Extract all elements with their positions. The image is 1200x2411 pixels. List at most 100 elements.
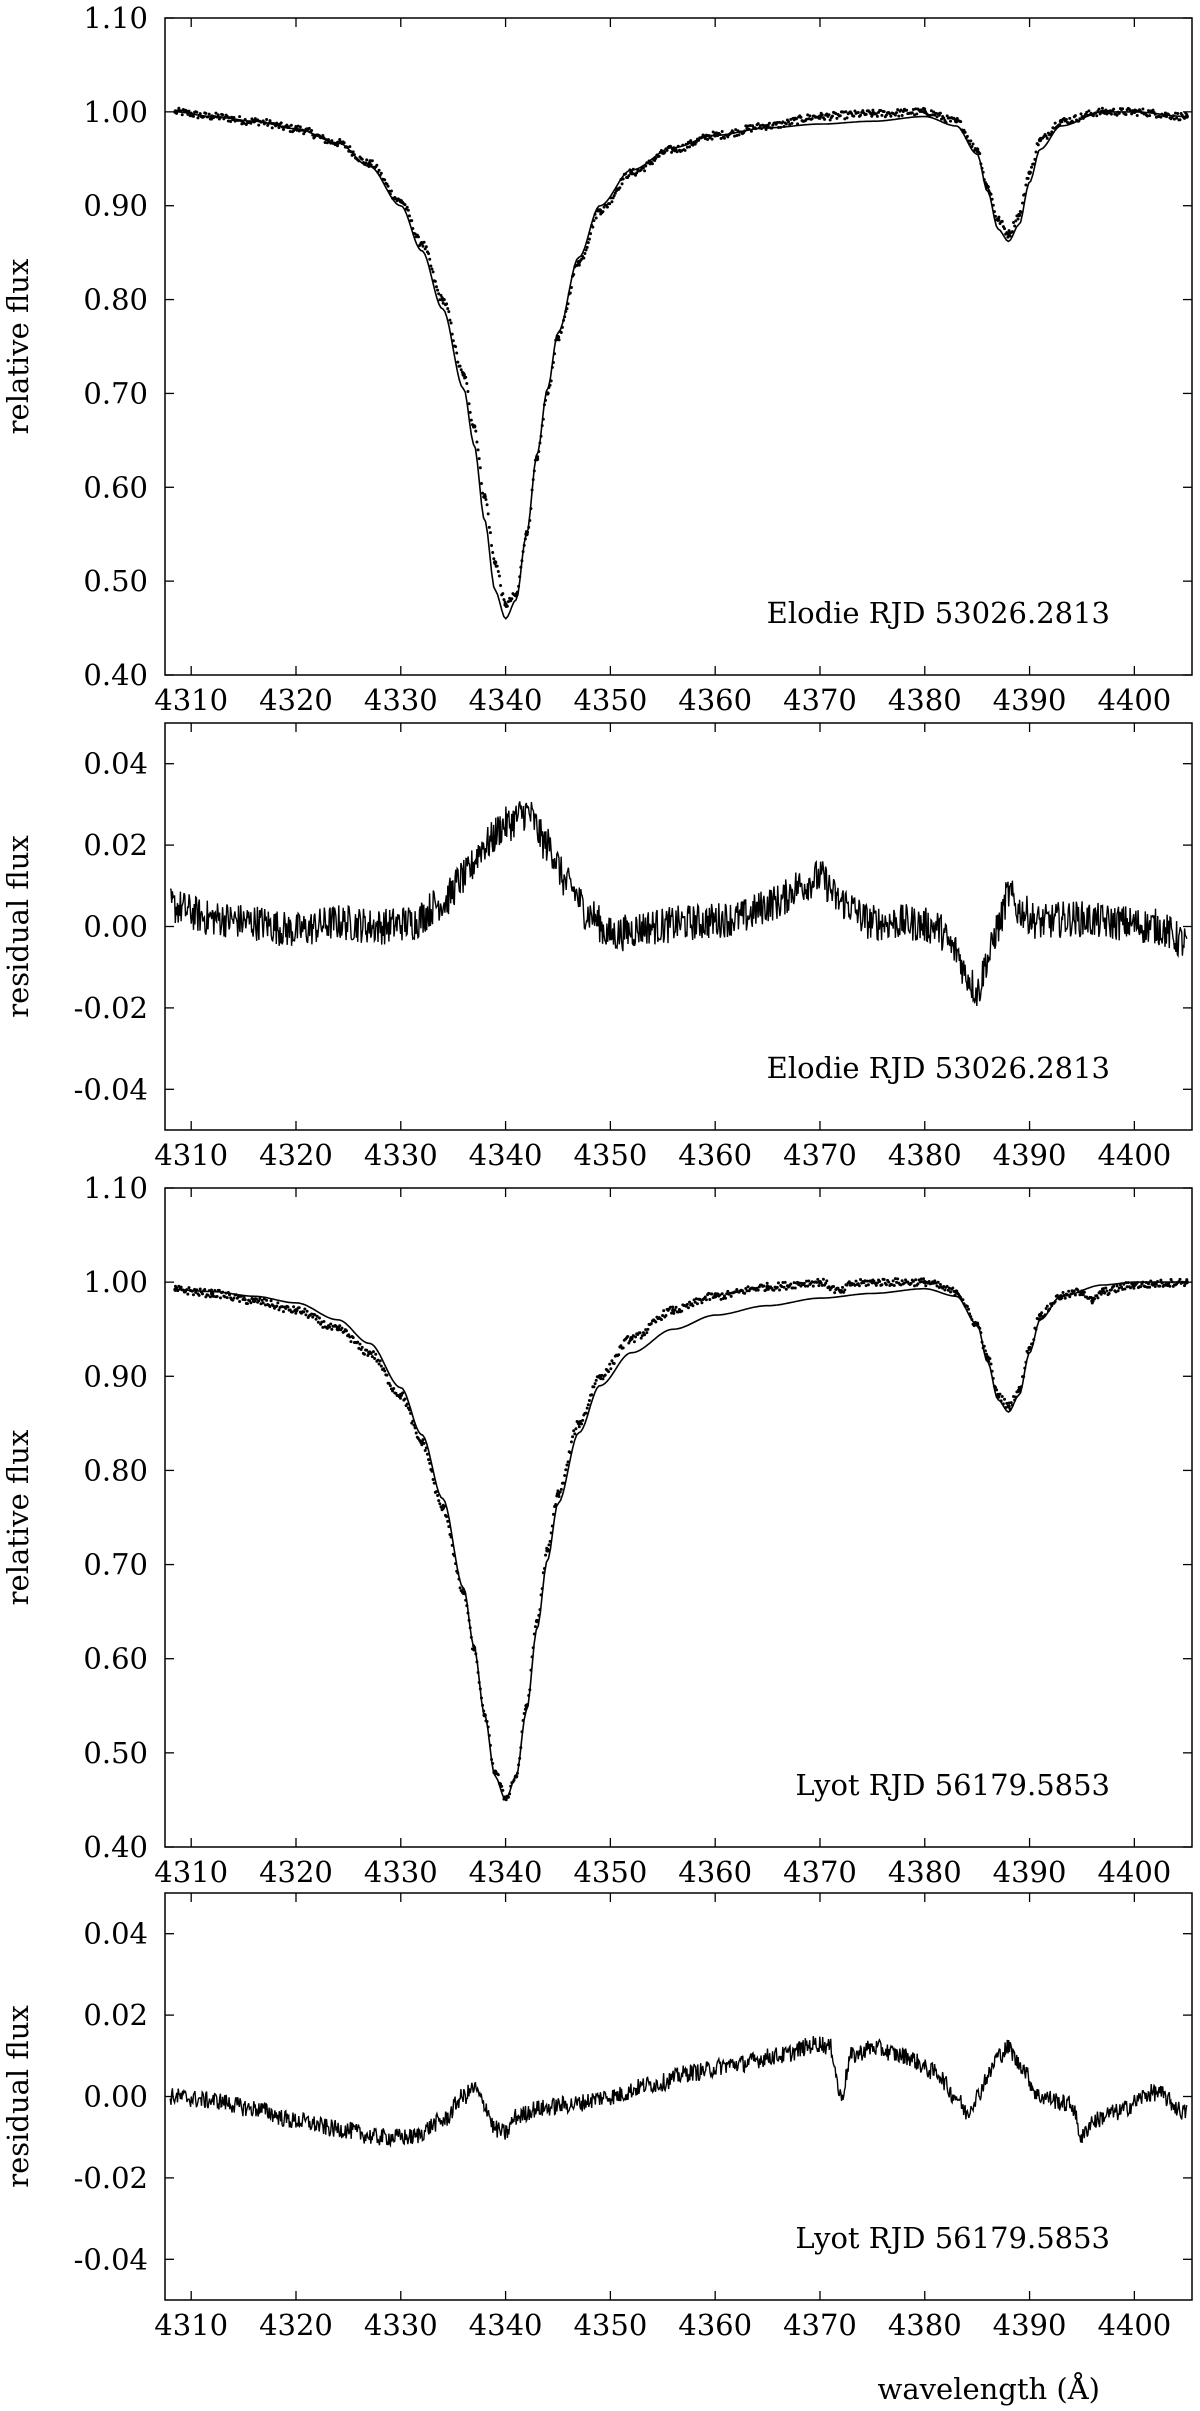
observed-point — [612, 1362, 616, 1366]
observed-point — [293, 1309, 297, 1313]
observed-point — [368, 159, 372, 163]
observed-point — [789, 1282, 793, 1286]
series-group — [169, 801, 1188, 1007]
observed-point — [719, 136, 723, 140]
observed-point — [882, 1278, 886, 1282]
observed-point — [643, 169, 647, 173]
x-tick-label: 4320 — [259, 1855, 333, 1889]
observed-point — [798, 1281, 802, 1285]
y-tick-label: -0.02 — [74, 991, 148, 1025]
observed-point — [1016, 1390, 1020, 1394]
observed-point — [1165, 115, 1169, 119]
observed-point — [611, 196, 615, 200]
observed-point — [874, 1283, 878, 1287]
observed-point — [693, 1300, 697, 1304]
observed-point — [870, 114, 874, 118]
observed-point — [476, 448, 480, 452]
y-tick-label: -0.04 — [74, 2242, 148, 2276]
observed-point — [249, 121, 253, 125]
observed-point — [377, 168, 381, 172]
observed-point — [493, 562, 497, 566]
observed-point — [619, 1344, 623, 1348]
observed-point — [316, 1320, 320, 1324]
observed-point — [674, 147, 678, 151]
observed-point — [745, 127, 749, 131]
observed-point — [715, 131, 719, 135]
observed-point — [348, 1335, 352, 1339]
observed-point — [546, 1547, 550, 1551]
observed-point — [919, 1277, 923, 1281]
observed-point — [1045, 1304, 1049, 1308]
observed-point — [1008, 234, 1012, 238]
observed-point — [573, 1432, 577, 1436]
observed-point — [468, 410, 472, 414]
observed-point — [680, 1309, 684, 1313]
observed-point — [610, 200, 614, 204]
observed-point — [1087, 109, 1091, 113]
observed-point — [583, 251, 587, 255]
observed-point — [985, 1352, 989, 1356]
observed-point — [726, 1289, 730, 1293]
observed-point — [198, 112, 202, 116]
observed-point — [487, 525, 491, 529]
observed-point — [236, 1295, 240, 1299]
observed-point — [460, 1590, 464, 1594]
observed-point — [599, 1377, 603, 1381]
observed-point — [884, 1283, 888, 1287]
observed-point — [360, 1345, 364, 1349]
observed-point — [1121, 107, 1125, 111]
observed-point — [934, 111, 938, 115]
observed-point — [405, 1402, 409, 1406]
y-tick-label: 0.80 — [83, 1453, 148, 1487]
observed-point — [572, 1429, 576, 1433]
observed-point — [1117, 1286, 1121, 1290]
observed-point — [569, 1440, 573, 1444]
observed-point — [719, 1297, 723, 1301]
observed-point — [835, 116, 839, 120]
observed-point — [1091, 114, 1095, 118]
observed-point — [271, 1304, 275, 1308]
observed-point — [776, 1281, 780, 1285]
observed-point — [410, 219, 414, 223]
observed-point — [805, 117, 809, 121]
observed-point — [799, 1284, 803, 1288]
observed-point — [502, 598, 506, 602]
observed-point — [608, 202, 612, 206]
x-tick-label: 4340 — [469, 1855, 543, 1889]
observed-point — [258, 1296, 262, 1300]
observed-point — [871, 108, 875, 112]
observed-point — [503, 600, 507, 604]
observed-point — [269, 1299, 273, 1303]
observed-point — [391, 1389, 395, 1393]
observed-point — [729, 1294, 733, 1298]
observed-point — [1159, 115, 1163, 119]
observed-point — [1007, 229, 1011, 233]
observed-point — [546, 391, 550, 395]
observed-point — [609, 1367, 613, 1371]
observed-point — [362, 1352, 366, 1356]
observed-point — [959, 120, 963, 124]
observed-point — [875, 1281, 879, 1285]
observed-point — [613, 191, 617, 195]
observed-point — [806, 113, 810, 117]
observed-point — [782, 1285, 786, 1289]
residual-line — [169, 801, 1188, 1007]
x-tick-label: 4320 — [259, 683, 333, 717]
observed-point — [659, 1318, 663, 1322]
observed-point — [348, 145, 352, 149]
observed-point — [593, 1382, 597, 1386]
observed-point — [694, 1297, 698, 1301]
observed-point — [249, 1301, 253, 1305]
observed-point — [685, 145, 689, 149]
observed-point — [338, 1324, 342, 1328]
observed-point — [841, 1285, 845, 1289]
observed-point — [765, 1281, 769, 1285]
y-tick-label: 0.50 — [83, 1736, 148, 1770]
observed-point — [910, 111, 914, 115]
observed-point — [635, 171, 639, 175]
observed-point — [664, 1314, 668, 1318]
observed-point — [1103, 1291, 1107, 1295]
observed-point — [578, 1419, 582, 1423]
observed-point — [791, 1286, 795, 1290]
x-tick-label: 4360 — [678, 683, 752, 717]
